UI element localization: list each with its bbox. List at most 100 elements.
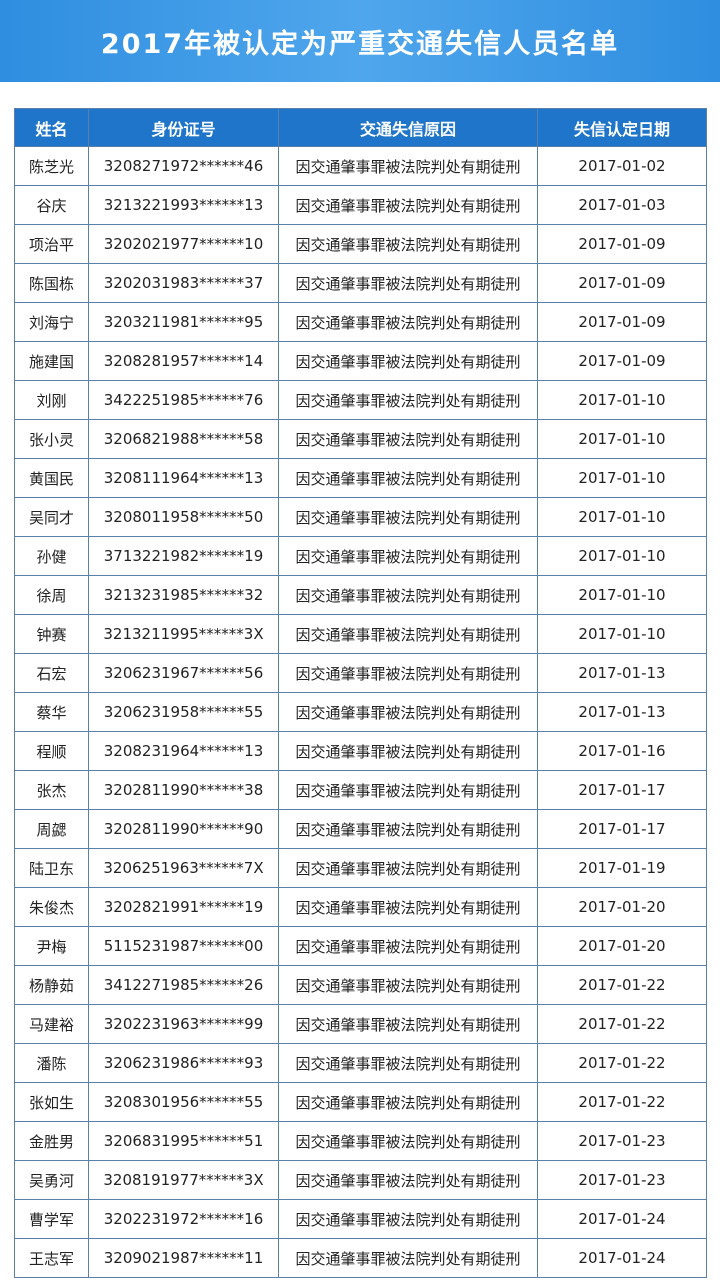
id-number-cell: 3206831995******51 — [88, 1121, 279, 1161]
table-row: 石宏 3206231967******56 因交通肇事罪被法院判处有期徒刑 2017-… — [14, 653, 707, 693]
reason-cell: 因交通肇事罪被法院判处有期徒刑 — [278, 770, 538, 810]
table-row: 尹梅 5115231987******00 因交通肇事罪被法院判处有期徒刑 2017-… — [14, 926, 707, 966]
id-number-cell: 3206231986******93 — [88, 1043, 279, 1083]
reason-cell: 因交通肇事罪被法院判处有期徒刑 — [278, 965, 538, 1005]
id-number-cell: 3202021977******10 — [88, 224, 279, 264]
id-number-cell: 3203211981******95 — [88, 302, 279, 342]
table-row: 徐周 3213231985******32 因交通肇事罪被法院判处有期徒刑 2017-… — [14, 575, 707, 615]
name-cell: 徐周 — [14, 575, 89, 615]
id-number-cell: 3206251963******7X — [88, 848, 279, 888]
table-row: 陈国栋 3202031983******37 因交通肇事罪被法院判处有期徒刑 2017… — [14, 263, 707, 303]
id-number-cell: 3208231964******13 — [88, 731, 279, 771]
reason-cell: 因交通肇事罪被法院判处有期徒刑 — [278, 614, 538, 654]
date-cell: 2017-01-20 — [537, 926, 707, 966]
date-cell: 2017-01-24 — [537, 1199, 707, 1239]
date-cell: 2017-01-10 — [537, 614, 707, 654]
id-number-cell: 3208271972******46 — [88, 146, 279, 186]
reason-cell: 因交通肇事罪被法院判处有期徒刑 — [278, 497, 538, 537]
name-cell: 金胜男 — [14, 1121, 89, 1161]
name-cell: 周勰 — [14, 809, 89, 849]
reason-cell: 因交通肇事罪被法院判处有期徒刑 — [278, 575, 538, 615]
date-cell: 2017-01-09 — [537, 341, 707, 381]
reason-cell: 因交通肇事罪被法院判处有期徒刑 — [278, 146, 538, 186]
reason-cell: 因交通肇事罪被法院判处有期徒刑 — [278, 302, 538, 342]
reason-cell: 因交通肇事罪被法院判处有期徒刑 — [278, 263, 538, 303]
id-number-cell: 3208011958******50 — [88, 497, 279, 537]
reason-cell: 因交通肇事罪被法院判处有期徒刑 — [278, 380, 538, 420]
date-cell: 2017-01-10 — [537, 419, 707, 459]
table-row: 杨静茹 3412271985******26 因交通肇事罪被法院判处有期徒刑 2017… — [14, 965, 707, 1005]
name-cell: 黄国民 — [14, 458, 89, 498]
date-cell: 2017-01-02 — [537, 146, 707, 186]
table-row: 潘陈 3206231986******93 因交通肇事罪被法院判处有期徒刑 2017-… — [14, 1043, 707, 1083]
table-row: 陆卫东 3206251963******7X 因交通肇事罪被法院判处有期徒刑 2017… — [14, 848, 707, 888]
id-number-cell: 3202031983******37 — [88, 263, 279, 303]
id-number-cell: 3202821991******19 — [88, 887, 279, 927]
date-cell: 2017-01-22 — [537, 1043, 707, 1083]
name-cell: 陈国栋 — [14, 263, 89, 303]
id-number-cell: 3206231958******55 — [88, 692, 279, 732]
date-cell: 2017-01-19 — [537, 848, 707, 888]
header-row: 姓名 身份证号 交通失信原因 失信认定日期 — [14, 108, 707, 147]
table-row: 孙健 3713221982******19 因交通肇事罪被法院判处有期徒刑 2017-… — [14, 536, 707, 576]
reason-cell: 因交通肇事罪被法院判处有期徒刑 — [278, 458, 538, 498]
reason-cell: 因交通肇事罪被法院判处有期徒刑 — [278, 692, 538, 732]
id-number-cell: 3202811990******90 — [88, 809, 279, 849]
table-row: 王志军 3209021987******11 因交通肇事罪被法院判处有期徒刑 2017… — [14, 1238, 707, 1278]
id-number-cell: 3206821988******58 — [88, 419, 279, 459]
table-row: 周勰 3202811990******90 因交通肇事罪被法院判处有期徒刑 2017-… — [14, 809, 707, 849]
table-row: 金胜男 3206831995******51 因交通肇事罪被法院判处有期徒刑 2017… — [14, 1121, 707, 1161]
column-header: 身份证号 — [88, 108, 279, 147]
table-row: 曹学军 3202231972******16 因交通肇事罪被法院判处有期徒刑 2017… — [14, 1199, 707, 1239]
name-cell: 陆卫东 — [14, 848, 89, 888]
name-cell: 谷庆 — [14, 185, 89, 225]
reason-cell: 因交通肇事罪被法院判处有期徒刑 — [278, 185, 538, 225]
table-row: 张如生 3208301956******55 因交通肇事罪被法院判处有期徒刑 2017… — [14, 1082, 707, 1122]
id-number-cell: 3208111964******13 — [88, 458, 279, 498]
reason-cell: 因交通肇事罪被法院判处有期徒刑 — [278, 1121, 538, 1161]
table-row: 程顺 3208231964******13 因交通肇事罪被法院判处有期徒刑 2017-… — [14, 731, 707, 771]
id-number-cell: 3213231985******32 — [88, 575, 279, 615]
date-cell: 2017-01-03 — [537, 185, 707, 225]
id-number-cell: 3208281957******14 — [88, 341, 279, 381]
table-row: 刘海宁 3203211981******95 因交通肇事罪被法院判处有期徒刑 2017… — [14, 302, 707, 342]
page-title: 2017年被认定为严重交通失信人员名单 — [100, 28, 620, 60]
date-cell: 2017-01-10 — [537, 497, 707, 537]
date-cell: 2017-01-10 — [537, 458, 707, 498]
reason-cell: 因交通肇事罪被法院判处有期徒刑 — [278, 1199, 538, 1239]
reason-cell: 因交通肇事罪被法院判处有期徒刑 — [278, 653, 538, 693]
date-cell: 2017-01-17 — [537, 770, 707, 810]
id-number-cell: 3213211995******3X — [88, 614, 279, 654]
date-cell: 2017-01-10 — [537, 575, 707, 615]
name-cell: 张杰 — [14, 770, 89, 810]
reason-cell: 因交通肇事罪被法院判处有期徒刑 — [278, 536, 538, 576]
id-number-cell: 3713221982******19 — [88, 536, 279, 576]
name-cell: 朱俊杰 — [14, 887, 89, 927]
name-cell: 石宏 — [14, 653, 89, 693]
name-cell: 潘陈 — [14, 1043, 89, 1083]
table-row: 项治平 3202021977******10 因交通肇事罪被法院判处有期徒刑 2017… — [14, 224, 707, 264]
date-cell: 2017-01-22 — [537, 1082, 707, 1122]
id-number-cell: 5115231987******00 — [88, 926, 279, 966]
date-cell: 2017-01-10 — [537, 536, 707, 576]
column-header: 交通失信原因 — [278, 108, 538, 147]
reason-cell: 因交通肇事罪被法院判处有期徒刑 — [278, 341, 538, 381]
title-banner: 2017年被认定为严重交通失信人员名单 — [0, 0, 720, 82]
name-cell: 曹学军 — [14, 1199, 89, 1239]
name-cell: 蔡华 — [14, 692, 89, 732]
table-row: 钟赛 3213211995******3X 因交通肇事罪被法院判处有期徒刑 2017-… — [14, 614, 707, 654]
reason-cell: 因交通肇事罪被法院判处有期徒刑 — [278, 1082, 538, 1122]
date-cell: 2017-01-09 — [537, 263, 707, 303]
name-cell: 程顺 — [14, 731, 89, 771]
name-cell: 杨静茹 — [14, 965, 89, 1005]
id-number-cell: 3412271985******26 — [88, 965, 279, 1005]
name-table: 姓名 身份证号 交通失信原因 失信认定日期 陈芝光 3208271972*****… — [14, 108, 707, 1278]
date-cell: 2017-01-09 — [537, 224, 707, 264]
date-cell: 2017-01-09 — [537, 302, 707, 342]
reason-cell: 因交通肇事罪被法院判处有期徒刑 — [278, 926, 538, 966]
table-row: 黄国民 3208111964******13 因交通肇事罪被法院判处有期徒刑 2017… — [14, 458, 707, 498]
name-cell: 项治平 — [14, 224, 89, 264]
reason-cell: 因交通肇事罪被法院判处有期徒刑 — [278, 1043, 538, 1083]
name-cell: 施建国 — [14, 341, 89, 381]
